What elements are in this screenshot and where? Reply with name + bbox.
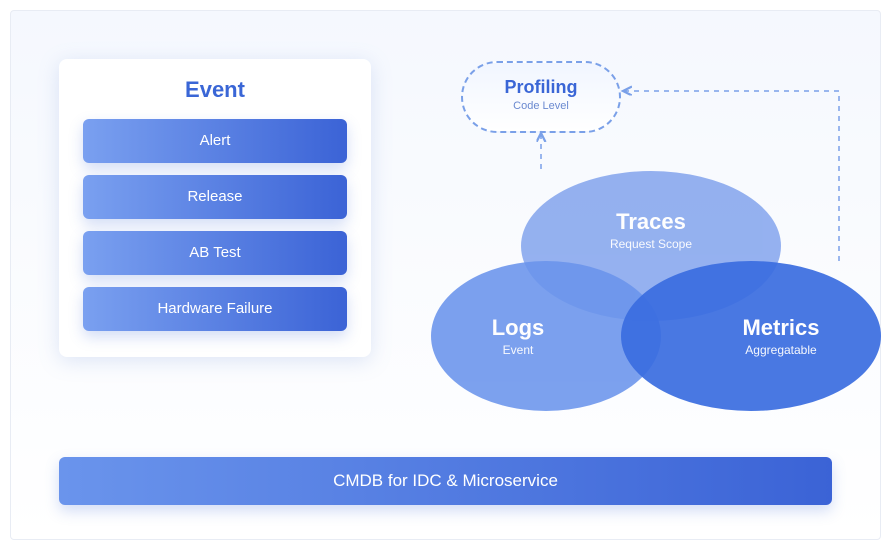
venn-traces-title: Traces (610, 209, 692, 235)
venn-metrics: Metrics Aggregatable (621, 261, 881, 411)
cmdb-label: CMDB for IDC & Microservice (333, 471, 558, 490)
event-item-hardware: Hardware Failure (83, 287, 347, 331)
event-item-label: Hardware Failure (157, 300, 272, 317)
event-item-abtest: AB Test (83, 231, 347, 275)
venn-traces-subtitle: Request Scope (610, 237, 692, 251)
venn-logs-title: Logs (492, 315, 545, 341)
cmdb-bar: CMDB for IDC & Microservice (59, 457, 832, 505)
venn-metrics-title: Metrics (742, 315, 819, 341)
event-item-label: AB Test (189, 244, 240, 261)
event-item-label: Release (187, 188, 242, 205)
venn-logs-subtitle: Event (492, 343, 545, 357)
diagram-canvas: Event Alert Release AB Test Hardware Fai… (10, 10, 881, 540)
profiling-title: Profiling (463, 77, 619, 98)
event-item-label: Alert (200, 132, 231, 149)
event-card: Event Alert Release AB Test Hardware Fai… (59, 59, 371, 357)
event-item-alert: Alert (83, 119, 347, 163)
venn-diagram: Profiling Code Level Traces Request Scop… (401, 51, 861, 451)
event-item-release: Release (83, 175, 347, 219)
profiling-subtitle: Code Level (463, 100, 619, 112)
profiling-node: Profiling Code Level (461, 61, 621, 133)
event-title: Event (83, 77, 347, 103)
venn-metrics-subtitle: Aggregatable (742, 343, 819, 357)
